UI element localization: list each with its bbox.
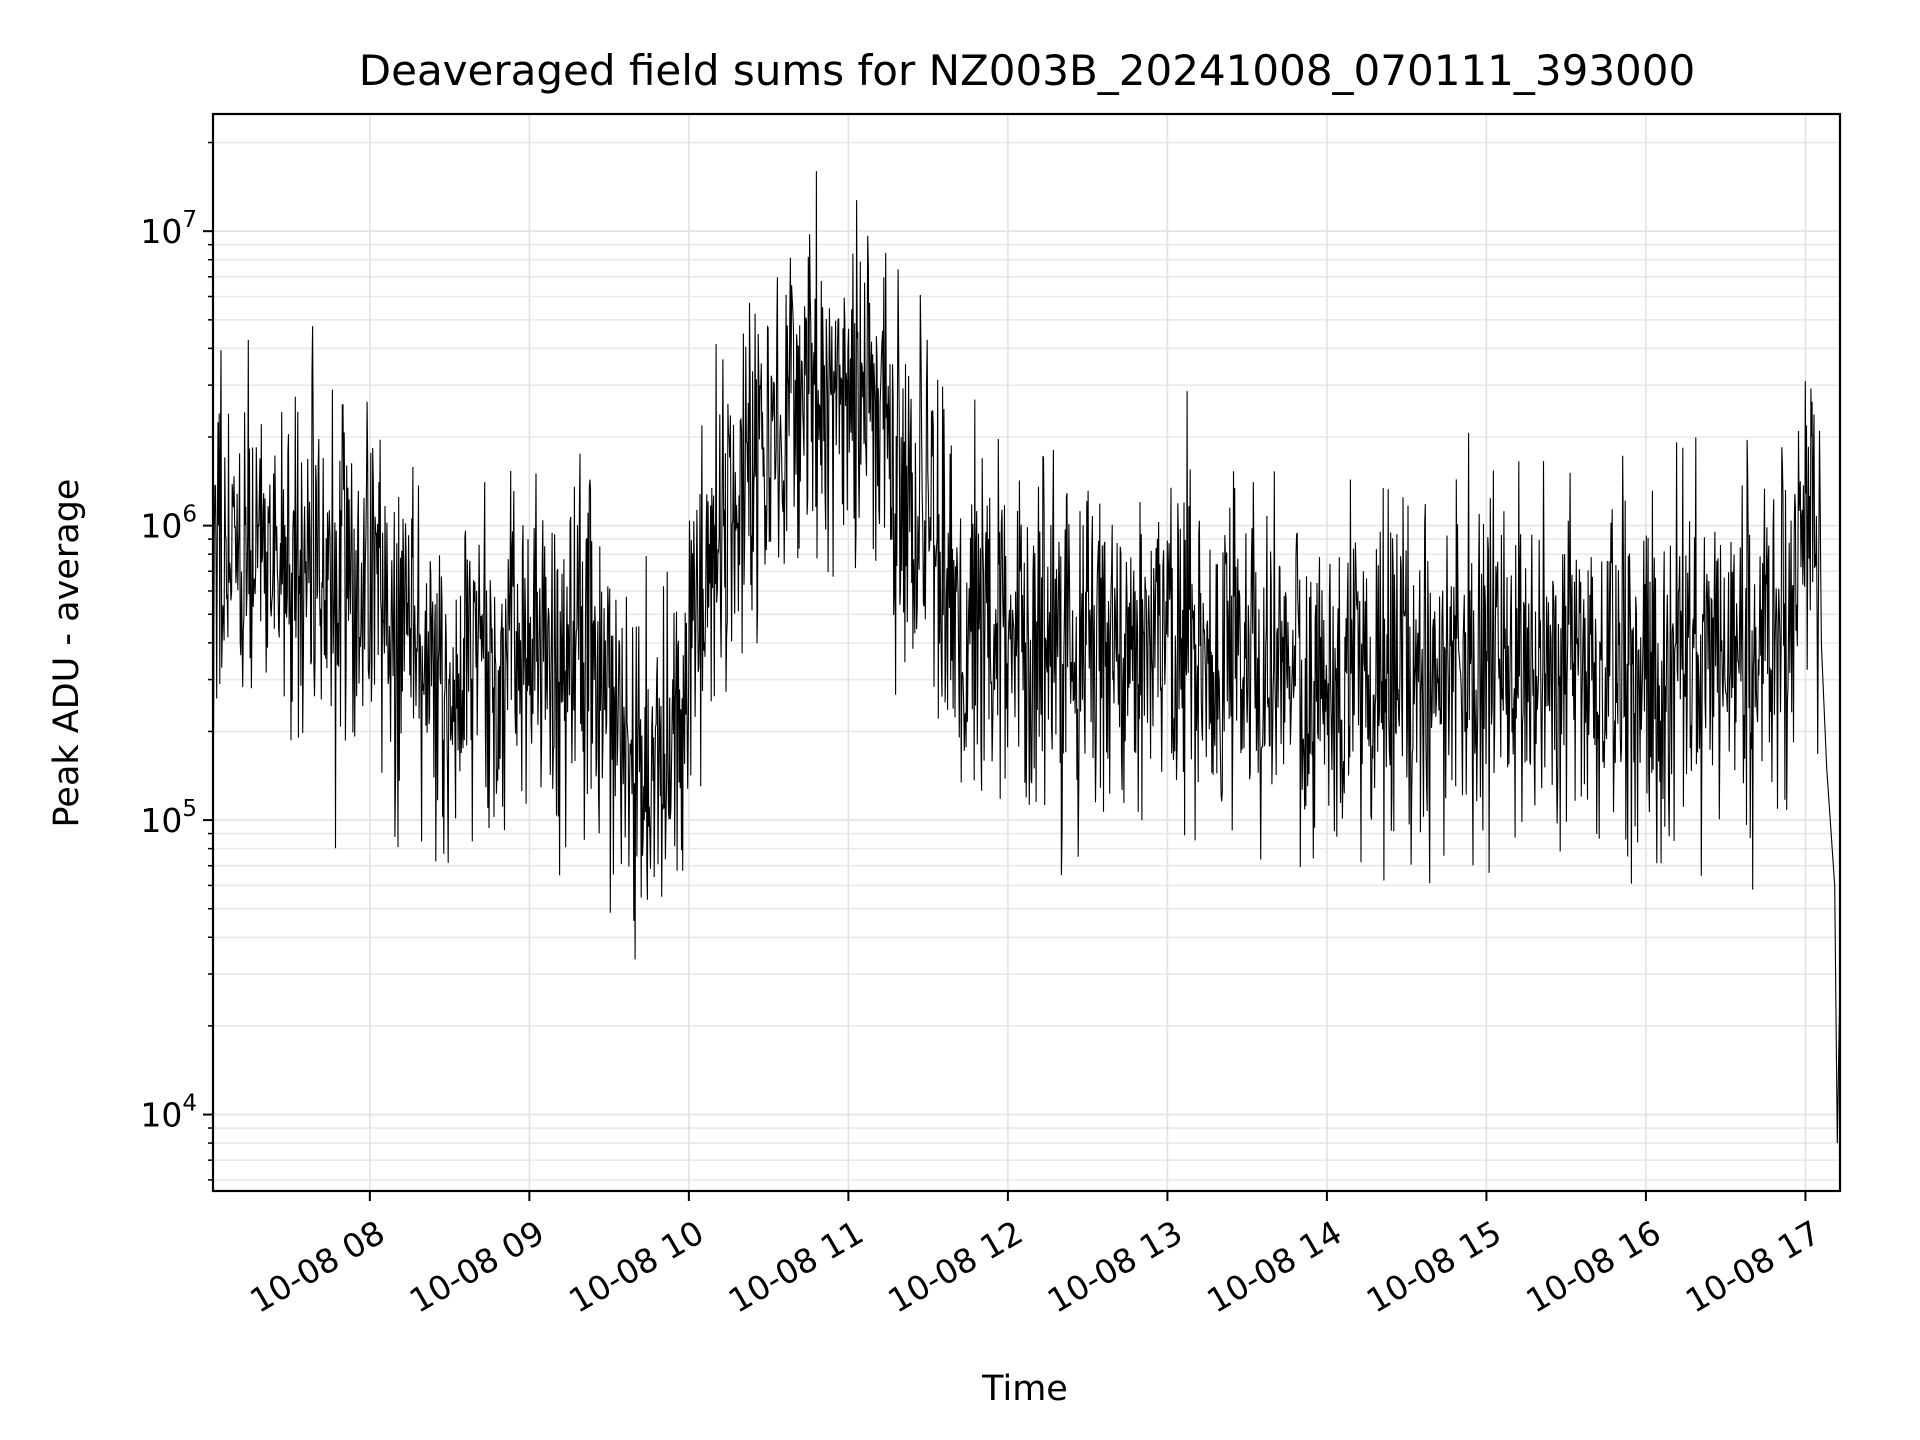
y-axis-label: Peak ADU - average	[47, 479, 87, 828]
plot-area	[212, 171, 1841, 1144]
y-tick-label: 107	[140, 207, 197, 251]
y-tick-label: 104	[140, 1091, 197, 1135]
x-axis-label: Time	[981, 1369, 1068, 1409]
chart-title: Deaveraged field sums for NZ003B_2024100…	[359, 46, 1695, 95]
y-tick-label: 105	[140, 796, 197, 840]
plot-frame	[211, 112, 1842, 1193]
y-tick-label: 106	[140, 502, 197, 546]
series-line	[212, 171, 1841, 1144]
y-axis: 104 105 106 107	[140, 141, 213, 1181]
